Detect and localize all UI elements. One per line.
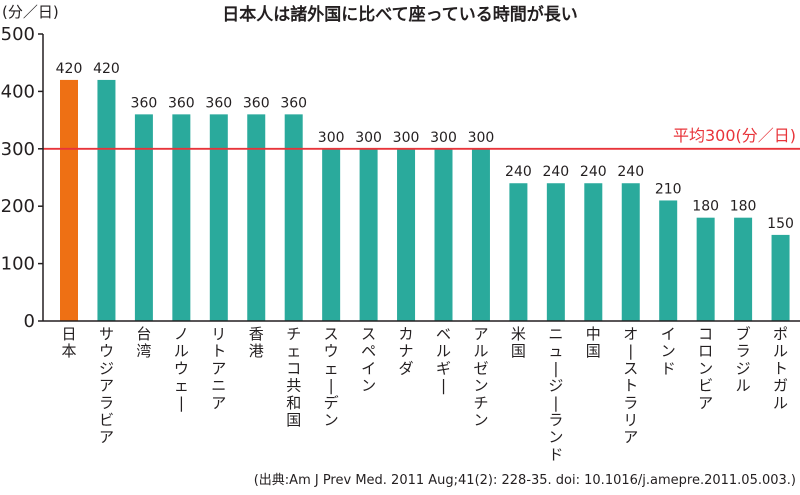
bar-value-label: 150 [767,216,794,232]
category-label: 日本 [61,325,76,360]
bars [60,79,790,321]
category-label: チェコ共和国 [286,325,301,429]
bar [434,148,453,321]
category-label: 香港 [249,325,264,360]
bar [546,183,565,321]
bar [172,114,191,321]
bar-value-label: 240 [542,164,569,180]
bar-value-label: 360 [205,95,232,111]
axes [42,34,800,322]
bar-value-label: 300 [393,130,420,146]
y-tick-label: 300 [1,139,35,160]
category-label: ブラジル [736,325,751,395]
bar-value-label: 360 [280,95,307,111]
category-label: コロンビア [698,325,713,412]
y-axis-ticks: 0 100 200 300 400 500 [1,24,43,332]
category-label: リトアニア [211,325,226,412]
category-label: スペイン [361,325,376,395]
bar-value-label: 240 [580,164,607,180]
bar-value-label: 420 [56,61,83,77]
bar [247,114,266,321]
bar-value-label: 360 [131,95,158,111]
y-tick-label: 200 [1,196,35,217]
y-axis-unit-label: (分／日) [2,3,59,21]
bar [284,114,303,321]
bar-value-label: 210 [655,181,682,197]
bar [471,148,490,321]
bar [209,114,228,321]
source-note: (出典:Am J Prev Med. 2011 Aug;41(2): 228-3… [254,473,796,488]
category-label: カナダ [399,325,414,377]
bar [621,183,640,321]
category-labels: 日本 サウジアラビア 台湾 ノルウェ| リトアニア 香港 チェコ共和国 スウェ|デン スペイン カ… [61,325,788,463]
bar [696,217,715,321]
bar-value-label: 300 [318,130,345,146]
category-label: オ|ストラリア [623,325,638,446]
bar [97,79,116,321]
chart-title: 日本人は諸外国に比べて座っている時間が長い [222,4,577,25]
bar-value-label: 360 [168,95,195,111]
bar-value-label: 300 [468,130,495,146]
bar [584,183,603,321]
y-tick-label: 400 [1,81,35,102]
category-label: アルゼンチン [473,325,488,429]
bar [134,114,153,321]
bar-value-label: 300 [355,130,382,146]
category-label: 台湾 [136,325,151,360]
bar-value-label: 180 [730,199,757,215]
category-label: インド [661,325,676,377]
bar [397,148,416,321]
category-label: 米国 [511,325,526,360]
category-label: サウジアラビア [99,325,114,446]
category-label: スウェ|デン [324,325,339,429]
bar-value-label: 240 [505,164,532,180]
average-reference-label: 平均300(分／日) [673,126,796,145]
bar [509,183,528,321]
bar [322,148,341,321]
category-label: ニュ|ジ|ランド [548,325,563,463]
bar [771,234,790,321]
bar-value-label: 180 [692,199,719,215]
y-tick-label: 0 [24,311,35,332]
category-label: 中国 [586,325,601,360]
y-tick-label: 500 [1,24,35,45]
bar-value-label: 420 [93,61,120,77]
value-labels: 420 420 360 360 360 360 360 300 300 300 300 300 240 2… [56,61,794,232]
category-label: ベルギ| [436,325,451,395]
bar-value-label: 240 [617,164,644,180]
category-label: ノルウェ| [174,325,189,412]
bar [359,148,378,321]
bar [60,79,78,321]
category-label: ポルトガル [773,325,788,412]
bar [659,200,678,321]
reference-line-group: 平均300(分／日) [43,126,800,150]
y-tick-label: 100 [1,254,35,275]
bar-value-label: 300 [430,130,457,146]
bar-value-label: 360 [243,95,270,111]
bar [734,217,753,321]
